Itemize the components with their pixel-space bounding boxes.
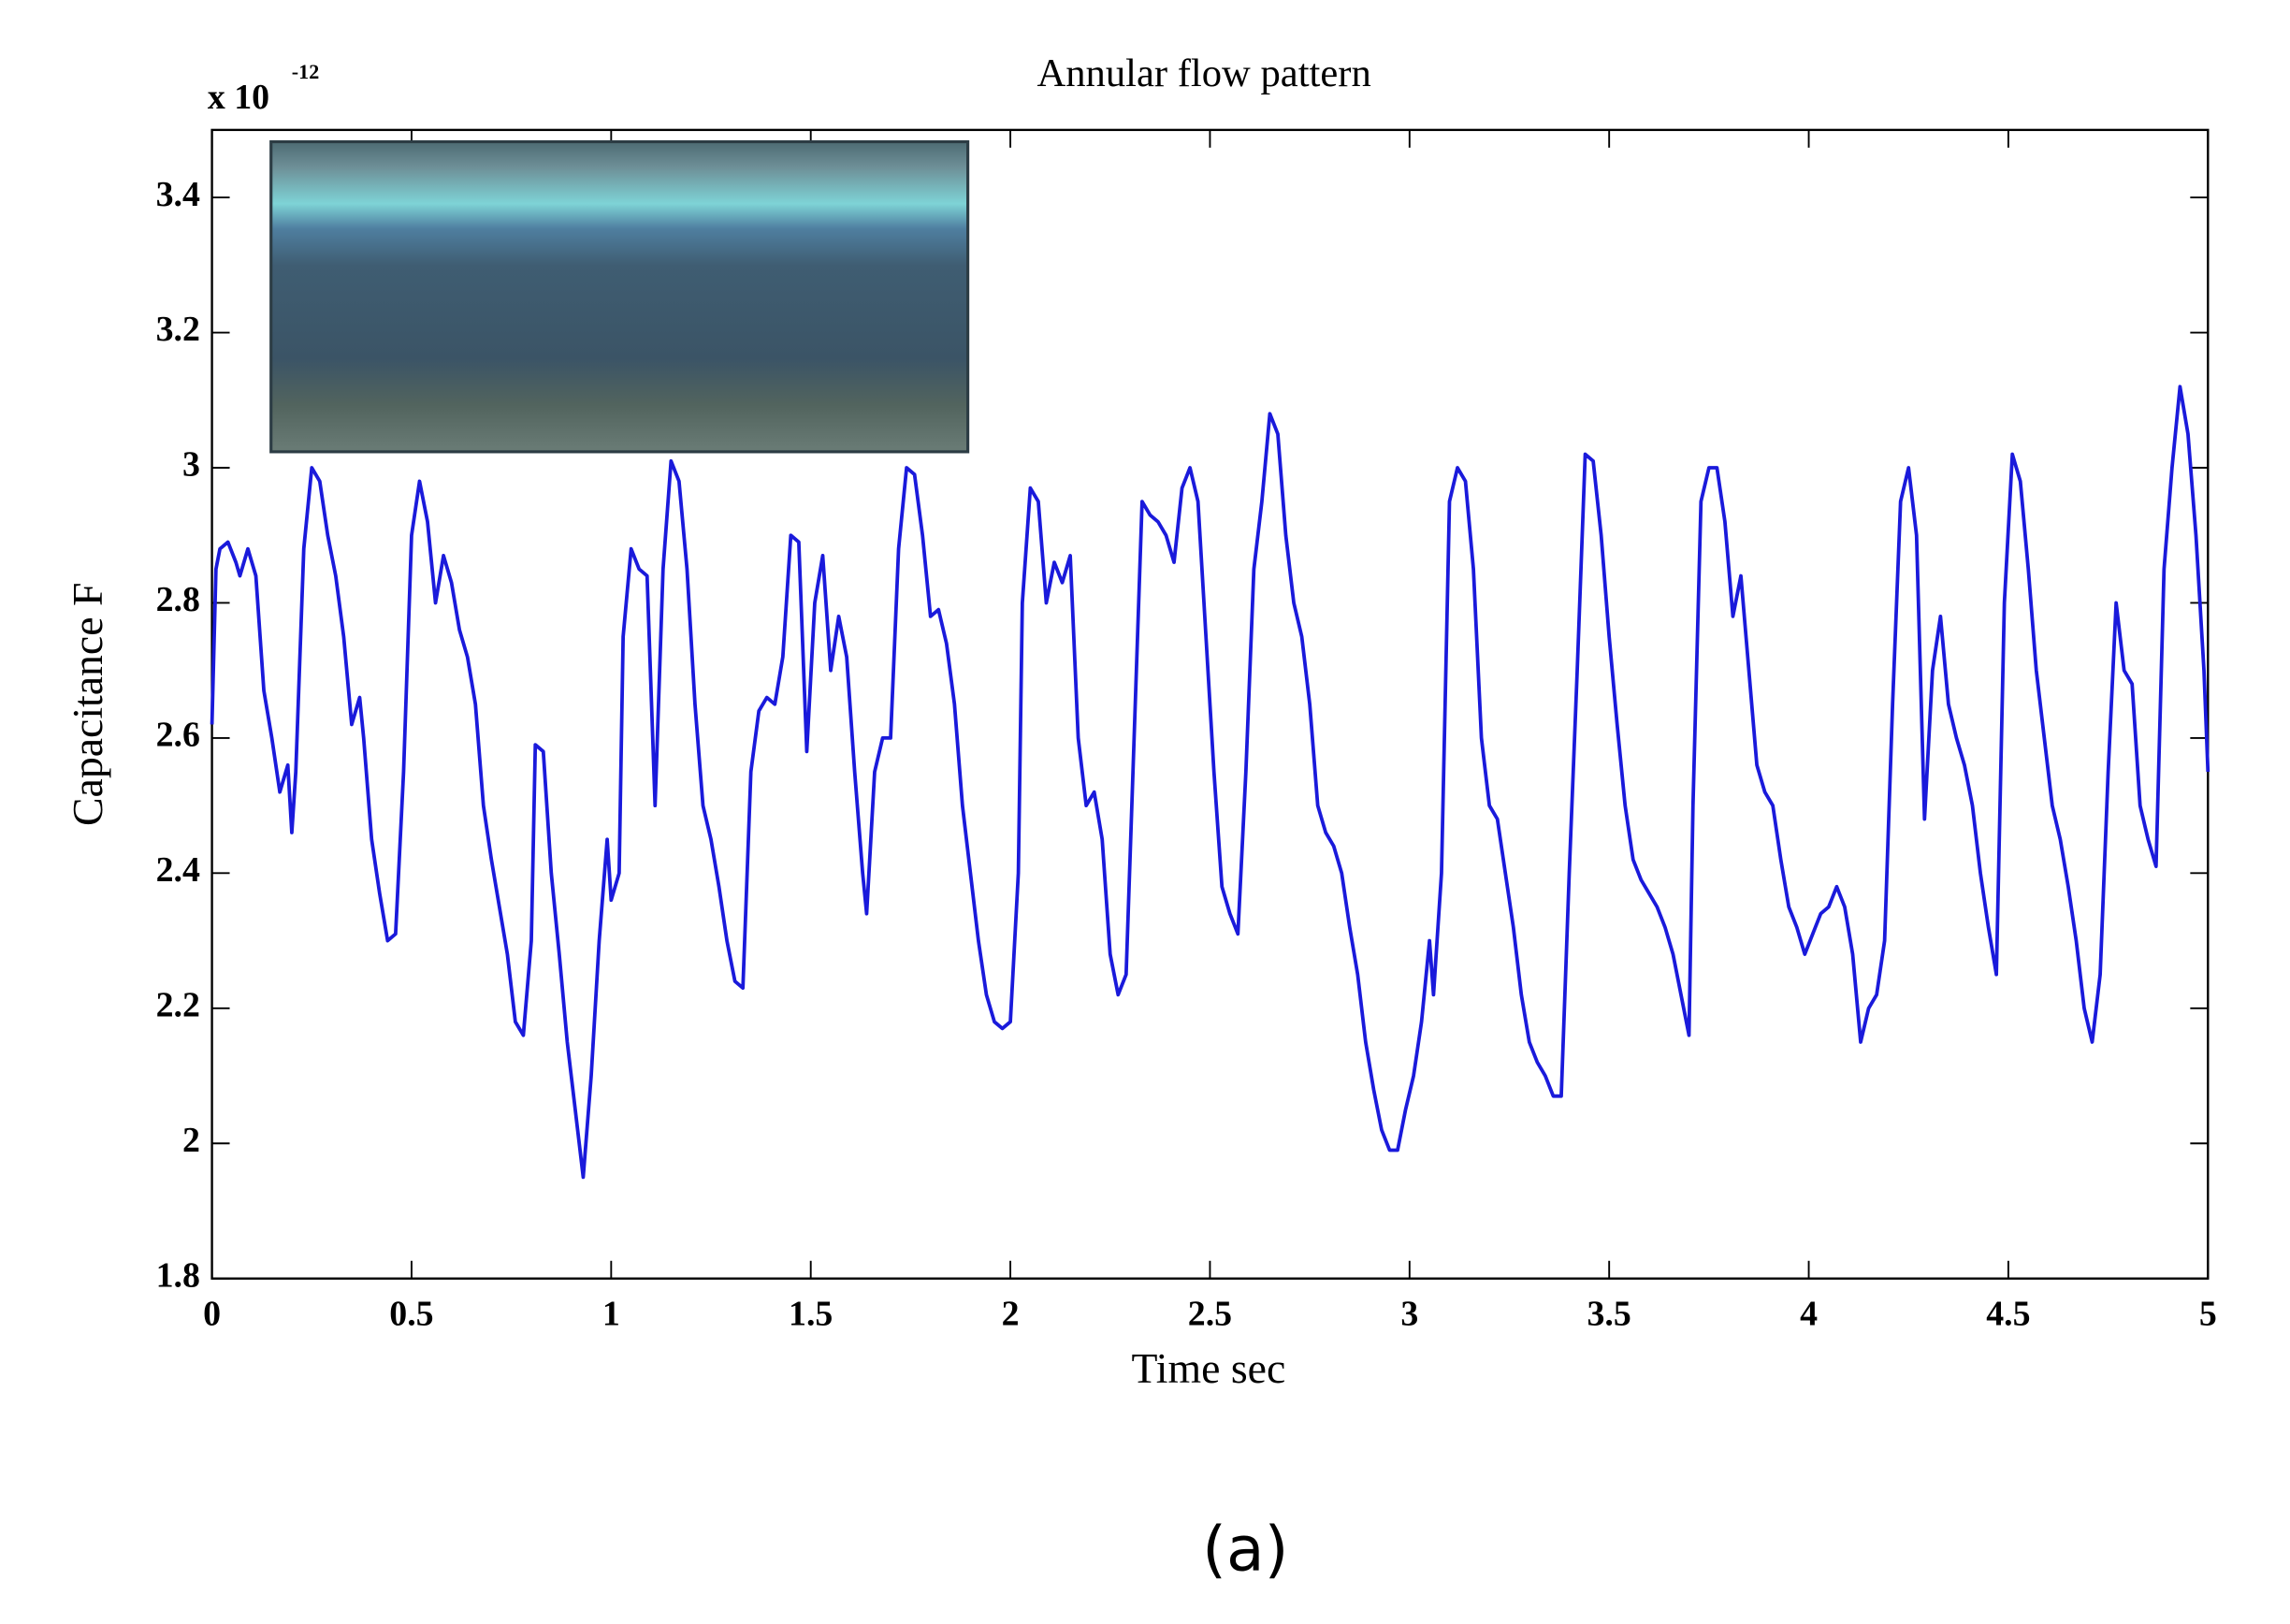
- scale-exponent: -12: [292, 60, 319, 83]
- y-axis-label: Capacitance F: [64, 583, 111, 826]
- x-tick-label: 4.5: [1986, 1294, 2030, 1333]
- x-tick-label: 0.5: [389, 1294, 433, 1333]
- x-tick-label: 1.5: [789, 1294, 833, 1333]
- photo-frame: [269, 139, 970, 454]
- x-tick-label: 5: [2199, 1294, 2217, 1333]
- x-tick-label: 4: [1800, 1294, 1818, 1333]
- scale-label: x 10: [208, 78, 269, 117]
- caption: (a): [1202, 1512, 1288, 1585]
- x-tick-label: 3.5: [1587, 1294, 1631, 1333]
- y-tick-label: 2.6: [156, 716, 200, 755]
- data-line: [210, 384, 2210, 1180]
- y-tick-label: 2.4: [156, 850, 200, 890]
- x-tick-label: 1: [602, 1294, 620, 1333]
- x-tick-label: 2.5: [1188, 1294, 1232, 1333]
- y-tick-label: 3.4: [156, 175, 200, 214]
- photo: [270, 141, 968, 452]
- y-tick-label: 2.8: [156, 580, 200, 619]
- y-tick-label: 1.8: [156, 1255, 200, 1295]
- inset-photo: [269, 139, 970, 454]
- plot-area: 0 0.5 1 1.5 2 2.5 3 3.5 4 4.5 5 1.8 2 2.2 2.4 2.6 2.8 3 3.…: [156, 128, 2217, 1333]
- x-tick-label: 0: [203, 1294, 221, 1333]
- y-tick-label: 3: [182, 445, 200, 485]
- chart-title: Annular flow pattern: [1036, 51, 1370, 95]
- x-tick-label: 2: [1002, 1294, 1020, 1333]
- x-axis-label: Time sec: [1131, 1344, 1285, 1392]
- y-tick-label: 2: [182, 1121, 200, 1160]
- x-tick-label: 3: [1400, 1294, 1418, 1333]
- y-tick-label: 3.2: [156, 310, 200, 349]
- y-tick-label: 2.2: [156, 985, 200, 1024]
